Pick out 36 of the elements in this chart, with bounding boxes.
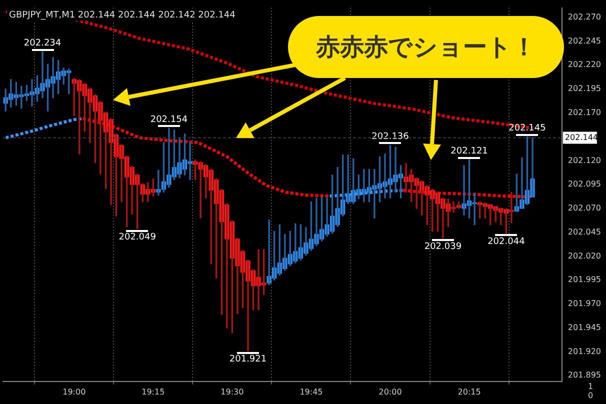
x-tick-label: 19:00	[62, 387, 86, 396]
y-tick-label: 202.270	[568, 12, 602, 22]
text: 0	[588, 391, 594, 400]
annotation: 202.044	[488, 237, 526, 248]
y-tick-label: 201.970	[568, 299, 602, 308]
y-tick-label: 202.120	[568, 156, 602, 165]
y-tick-label: 202.245	[568, 36, 602, 46]
x-tick-label: 19:15	[142, 387, 165, 396]
y-tick-label: 202.095	[568, 180, 602, 189]
y-tick-label: 202.045	[568, 227, 602, 236]
text: 1	[588, 382, 594, 391]
annotation: 202.234	[24, 38, 62, 49]
y-tick-label: 201.995	[568, 275, 602, 284]
y-tick-label: 202.195	[568, 84, 602, 94]
y-tick-label: 201.895	[568, 370, 602, 380]
annotation: 202.039	[424, 242, 462, 252]
x-tick-label: 20:00	[378, 387, 402, 396]
x-tick-label: 19:30	[220, 387, 244, 396]
chart-title: GBPJPY_MT,M1 202.144 202.144 202.142 202.144	[9, 10, 236, 21]
y-tick-label: 202.020	[568, 251, 602, 260]
annotation: 202.154	[150, 115, 188, 126]
ref-line-label: 202.144	[564, 132, 598, 142]
x-tick-label: 20:15	[458, 387, 481, 396]
annotation: 202.049	[118, 232, 156, 242]
annotation: 202.136	[372, 132, 410, 142]
y-tick-label: 202.070	[568, 204, 602, 213]
annotation: 赤赤赤でショート！	[316, 32, 536, 63]
y-tick-label: 201.920	[568, 346, 602, 356]
y-tick-label: 202.170	[568, 108, 602, 117]
y-tick-label: 201.945	[568, 322, 602, 332]
annotation: 202.145	[508, 124, 546, 134]
speech-bubble: 赤赤赤でショート！	[288, 16, 564, 78]
annotation: 201.921	[229, 354, 267, 365]
x-tick-label: 19:45	[300, 387, 323, 396]
y-tick-label: 202.220	[568, 60, 602, 70]
annotation: 202.121	[450, 146, 488, 157]
